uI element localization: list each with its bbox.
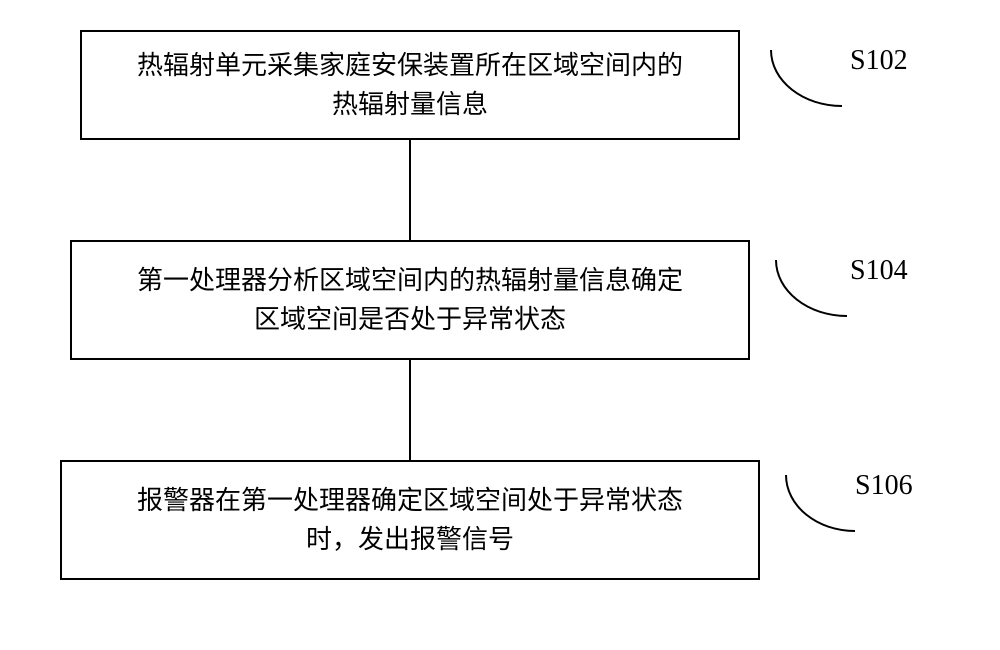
label-connector-arc	[770, 50, 842, 107]
node-text: 报警器在第一处理器确定区域空间处于异常状态时，发出报警信号	[137, 481, 683, 559]
flowchart-node-s102: 热辐射单元采集家庭安保装置所在区域空间内的热辐射量信息	[80, 30, 740, 140]
flowchart-edge	[409, 140, 411, 240]
flowchart-container: 热辐射单元采集家庭安保装置所在区域空间内的热辐射量信息 S102 第一处理器分析区域…	[0, 0, 1000, 650]
step-label-s106: S106	[855, 470, 913, 502]
label-connector-arc	[785, 475, 855, 532]
step-label-s102: S102	[850, 45, 908, 77]
flowchart-edge	[409, 360, 411, 460]
flowchart-node-s106: 报警器在第一处理器确定区域空间处于异常状态时，发出报警信号	[60, 460, 760, 580]
node-text: 第一处理器分析区域空间内的热辐射量信息确定区域空间是否处于异常状态	[137, 261, 683, 339]
node-text: 热辐射单元采集家庭安保装置所在区域空间内的热辐射量信息	[137, 46, 683, 124]
label-connector-arc	[775, 260, 847, 317]
flowchart-node-s104: 第一处理器分析区域空间内的热辐射量信息确定区域空间是否处于异常状态	[70, 240, 750, 360]
step-label-s104: S104	[850, 255, 908, 287]
